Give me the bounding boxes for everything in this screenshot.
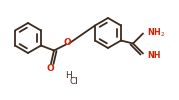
Text: H: H <box>65 72 71 80</box>
Text: O: O <box>63 38 71 47</box>
Text: NH$_2$: NH$_2$ <box>147 26 165 39</box>
Text: Cl: Cl <box>70 78 78 86</box>
Text: O: O <box>46 64 54 73</box>
Text: NH: NH <box>147 51 161 60</box>
